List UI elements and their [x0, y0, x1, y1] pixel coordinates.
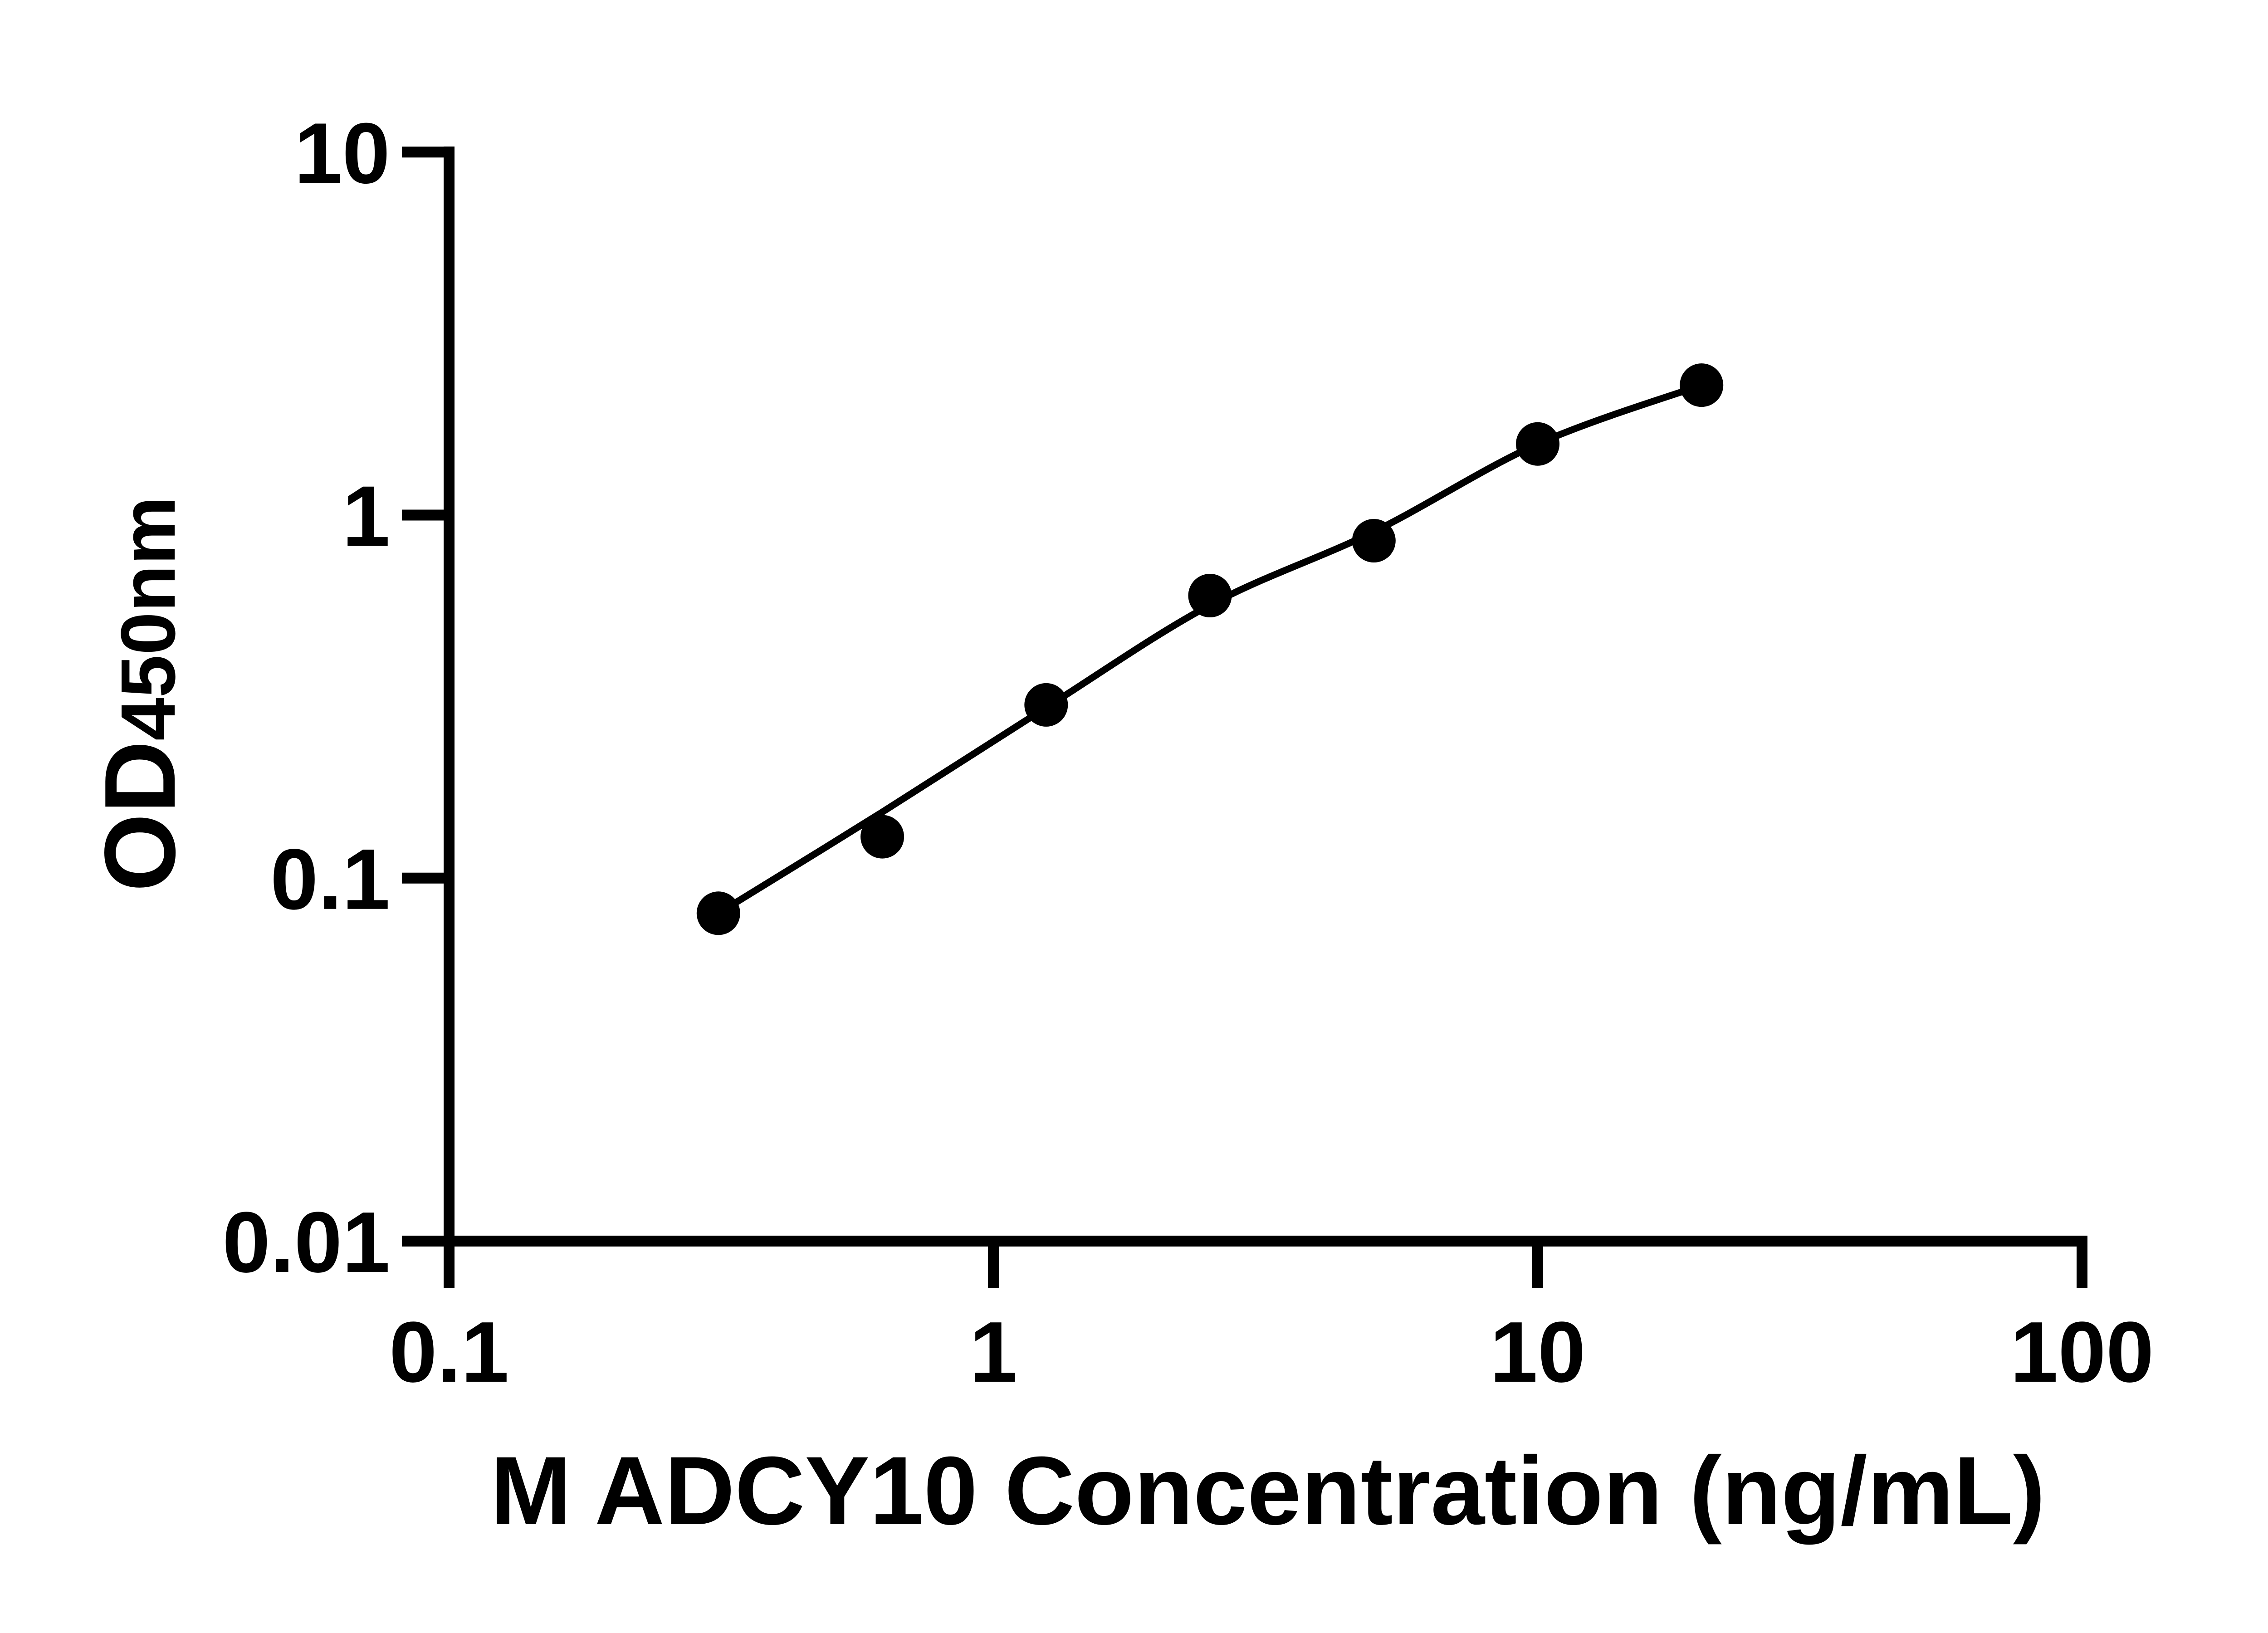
data-point-20: [1680, 363, 1724, 407]
y-tick-1: [402, 509, 444, 521]
y-tick-label-0.1: 0.1: [270, 831, 390, 928]
x-tick-1: [988, 1247, 999, 1288]
data-point-1.25: [1024, 683, 1068, 727]
x-tick-label-1: 1: [969, 1304, 1017, 1400]
y-tick-label-1: 1: [342, 469, 390, 565]
y-tick-label-10: 10: [294, 105, 390, 201]
y-axis-line: [444, 147, 455, 1247]
data-point-5: [1352, 519, 1396, 562]
y-tick-label-0.01: 0.01: [222, 1194, 390, 1291]
x-axis-line: [444, 1236, 2087, 1247]
data-point-2.5: [1188, 574, 1232, 617]
x-tick-0.1: [444, 1247, 455, 1288]
x-tick-label-0.1: 0.1: [389, 1304, 509, 1400]
data-point-0.625: [860, 815, 904, 859]
x-axis-title: M ADCY10 Concentration (ng/mL): [490, 1437, 2045, 1545]
y-axis-title: OD450nm: [84, 496, 196, 892]
x-tick-10: [1532, 1247, 1543, 1288]
data-point-0.3125: [696, 891, 740, 935]
x-tick-label-100: 100: [2010, 1304, 2154, 1400]
x-tick-label-10: 10: [1490, 1304, 1585, 1400]
y-tick-0.1: [402, 872, 444, 884]
x-tick-100: [2077, 1247, 2087, 1288]
y-tick-0.01: [402, 1236, 444, 1247]
y-tick-10: [402, 147, 444, 158]
data-point-10: [1516, 422, 1559, 466]
